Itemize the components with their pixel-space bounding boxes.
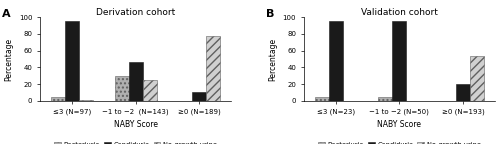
- Bar: [206, 36, 220, 101]
- Bar: [65, 21, 79, 101]
- Bar: [314, 97, 328, 101]
- Bar: [114, 76, 128, 101]
- Bar: [142, 80, 156, 101]
- X-axis label: NABY Score: NABY Score: [378, 121, 422, 129]
- Bar: [79, 100, 93, 101]
- Bar: [456, 84, 470, 101]
- Bar: [378, 97, 392, 101]
- Y-axis label: Percentage: Percentage: [4, 37, 14, 81]
- Bar: [328, 21, 342, 101]
- Text: A: A: [2, 9, 10, 19]
- Y-axis label: Percentage: Percentage: [268, 37, 277, 81]
- Title: Validation cohort: Validation cohort: [361, 7, 438, 17]
- Bar: [470, 56, 484, 101]
- Title: Derivation cohort: Derivation cohort: [96, 7, 175, 17]
- Bar: [392, 21, 406, 101]
- Legend: Bacteriuria, Candiduria, No-growth urine: Bacteriuria, Candiduria, No-growth urine: [316, 139, 484, 144]
- Bar: [51, 97, 65, 101]
- Text: B: B: [266, 9, 274, 19]
- Bar: [128, 62, 142, 101]
- X-axis label: NABY Score: NABY Score: [114, 121, 158, 129]
- Legend: Bacteriuria, Candiduria, No-growth urine: Bacteriuria, Candiduria, No-growth urine: [52, 139, 220, 144]
- Bar: [192, 92, 206, 101]
